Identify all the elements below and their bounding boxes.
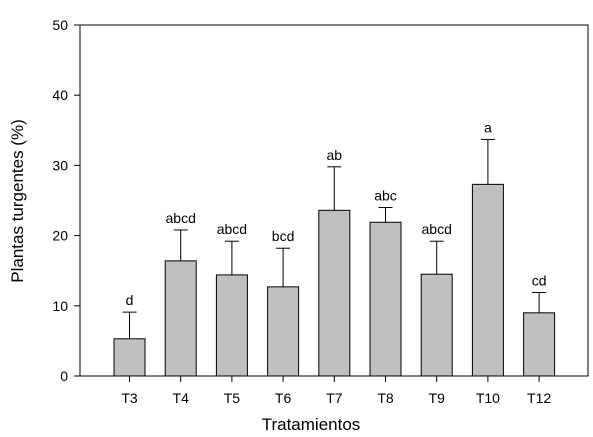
significance-label-t12: cd [532,272,547,288]
bar-t8 [369,221,402,377]
x-axis-title: Tratamientos [262,415,361,432]
bar-t3 [113,338,146,377]
x-tick-label-t12: T12 [527,390,551,406]
significance-labels-layer: d abcd abcd bcd ab abc abcd a cd [126,119,547,308]
significance-label-t3: d [126,292,134,308]
x-tick-label-t3: T3 [121,390,138,406]
y-tick-label-20: 20 [52,228,68,244]
x-tick-label-t9: T9 [429,390,446,406]
x-tick-label-t5: T5 [224,390,241,406]
x-tick-label-t6: T6 [275,390,292,406]
significance-label-t5: abcd [217,221,247,237]
bar-t6 [267,286,300,377]
y-tick-label-30: 30 [52,157,68,173]
x-tick-label-t8: T8 [377,390,394,406]
significance-label-t9: abcd [422,221,452,237]
y-axis-title: Plantas turgentes (%) [8,119,27,282]
bars-layer [113,138,556,377]
axes-layer: T3 T4 T5 T6 T7 T8 T9 T10 T12 0 10 20 30 40 50 [52,17,589,406]
y-tick-label-50: 50 [52,17,68,33]
bar-t4 [164,260,197,377]
x-tick-label-t7: T7 [326,390,343,406]
x-tick-label-t10: T10 [476,390,500,406]
y-tick-label-10: 10 [52,298,68,314]
y-tick-label-40: 40 [52,87,68,103]
x-tick-label-t4: T4 [173,390,190,406]
significance-label-t6: bcd [272,228,295,244]
bar-t10 [471,183,504,377]
y-tick-label-0: 0 [60,368,68,384]
significance-label-t4: abcd [166,210,196,226]
bar-t9 [420,273,453,377]
significance-label-t8: abc [374,188,397,204]
bar-t12 [523,312,556,377]
bar-t7 [318,209,351,377]
plot-frame [79,24,589,377]
bar-t5 [215,274,248,377]
significance-label-t7: ab [327,147,343,163]
significance-label-t10: a [484,119,492,135]
